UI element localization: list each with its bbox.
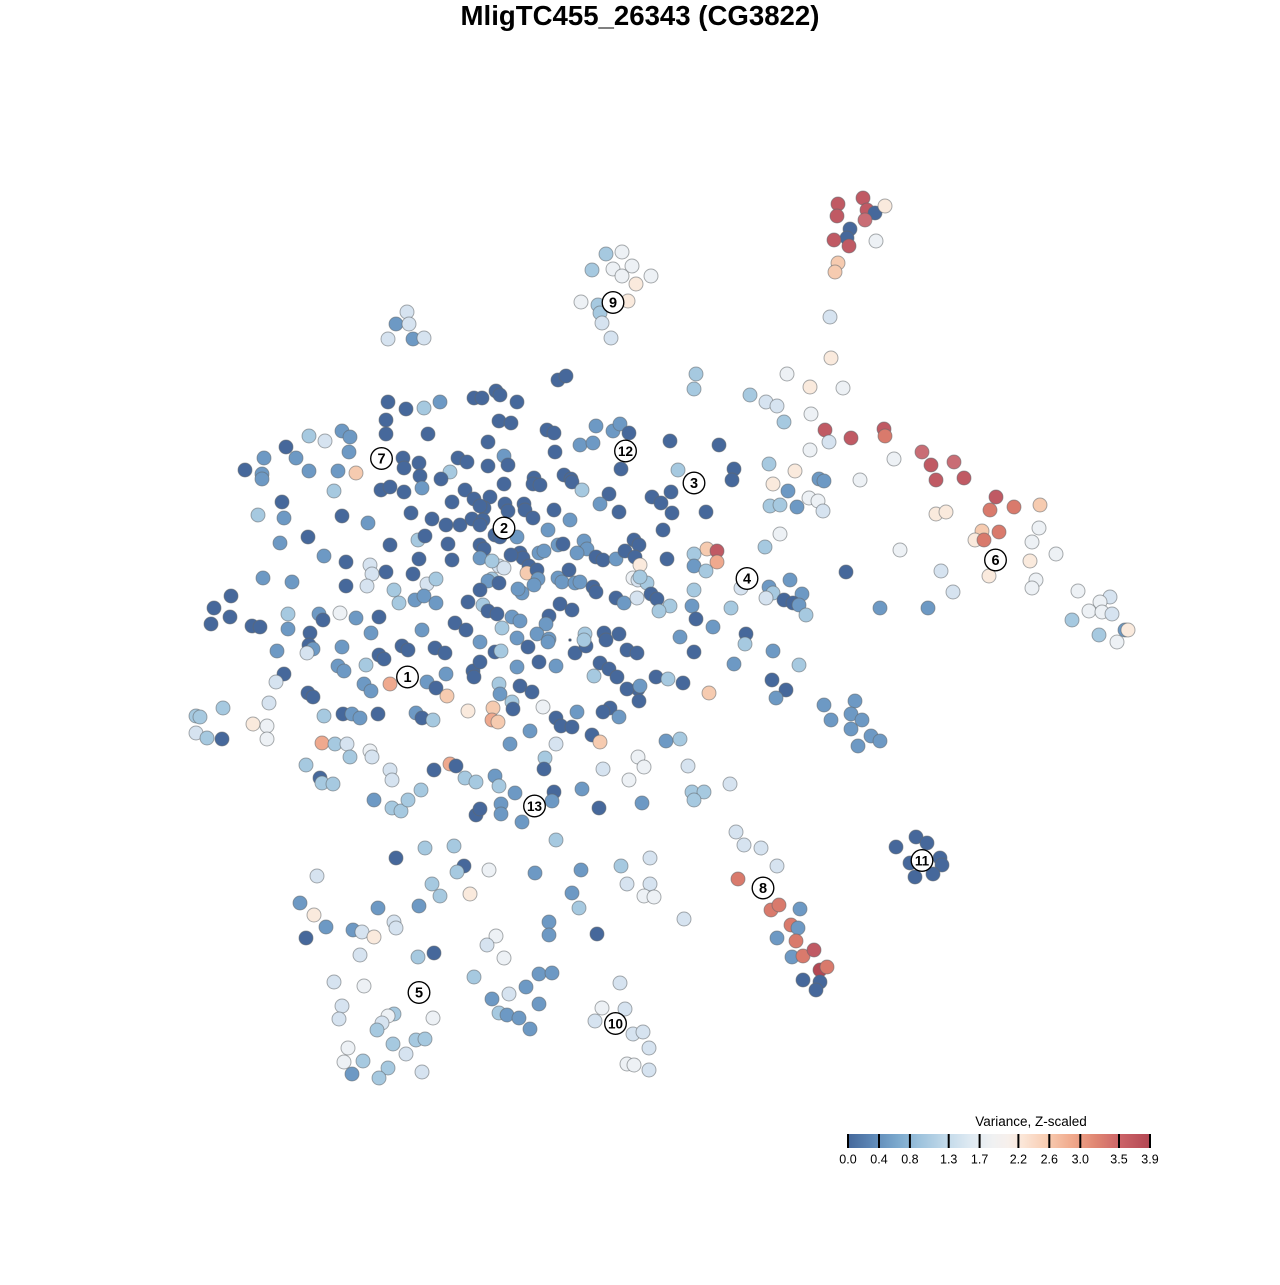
svg-text:10: 10 — [608, 1017, 623, 1032]
svg-text:0.0: 0.0 — [839, 1153, 856, 1167]
svg-text:7: 7 — [377, 452, 385, 468]
svg-text:3.5: 3.5 — [1110, 1153, 1127, 1167]
svg-text:1: 1 — [403, 670, 411, 686]
svg-text:3.9: 3.9 — [1141, 1153, 1158, 1167]
svg-text:0.4: 0.4 — [870, 1153, 887, 1167]
svg-text:MligTC455_26343 (CG3822): MligTC455_26343 (CG3822) — [461, 0, 820, 31]
svg-text:12: 12 — [618, 444, 633, 459]
svg-text:4: 4 — [743, 572, 751, 588]
svg-text:9: 9 — [609, 296, 617, 312]
svg-text:3.0: 3.0 — [1072, 1153, 1089, 1167]
svg-text:2.6: 2.6 — [1041, 1153, 1058, 1167]
svg-text:1.3: 1.3 — [940, 1153, 957, 1167]
svg-text:13: 13 — [527, 799, 543, 814]
svg-text:Variance, Z-scaled: Variance, Z-scaled — [975, 1114, 1087, 1129]
svg-text:8: 8 — [759, 881, 767, 897]
svg-text:2.2: 2.2 — [1010, 1153, 1027, 1167]
svg-text:3: 3 — [690, 476, 698, 492]
svg-text:11: 11 — [915, 854, 930, 869]
svg-text:0.8: 0.8 — [901, 1153, 918, 1167]
svg-text:6: 6 — [991, 553, 999, 569]
svg-text:2: 2 — [500, 521, 508, 537]
svg-text:1.7: 1.7 — [971, 1153, 988, 1167]
svg-text:5: 5 — [415, 986, 423, 1002]
